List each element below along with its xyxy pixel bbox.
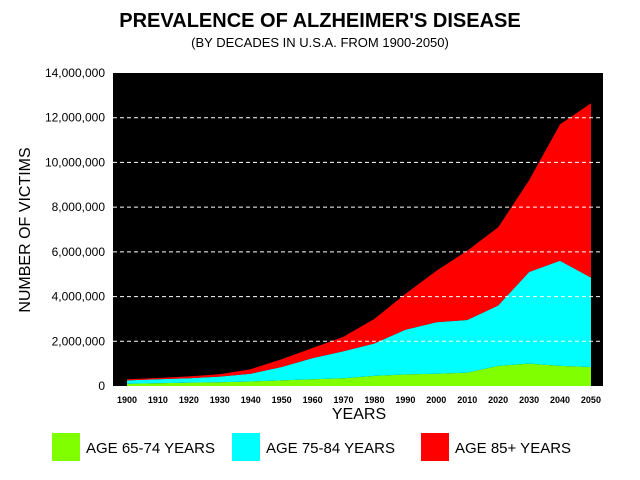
legend-label: AGE 85+ YEARS	[455, 440, 571, 457]
y-tick-label: 12,000,000	[45, 111, 105, 125]
x-tick-label: 1970	[333, 395, 353, 405]
area-series-1	[127, 363, 591, 386]
y-axis-ticks: 0 2,000,000 4,000,000 6,000,000 8,000,000 10,…	[45, 66, 105, 393]
x-tick-label: 2030	[519, 395, 539, 405]
y-tick-label: 14,000,000	[45, 66, 105, 80]
x-tick-label: 1940	[241, 395, 261, 405]
grid-lines	[113, 117, 603, 342]
area-series-2	[127, 260, 591, 384]
legend-label: AGE 75-84 YEARS	[266, 440, 395, 457]
x-tick-label: 1930	[210, 395, 230, 405]
y-tick-label: 4,000,000	[52, 290, 106, 304]
legend-label: AGE 65-74 YEARS	[86, 440, 215, 457]
y-tick-label: 8,000,000	[52, 200, 106, 214]
legend-swatch	[232, 433, 260, 461]
chart-title: PREVALENCE OF ALZHEIMER'S DISEASE	[119, 10, 520, 32]
x-tick-label: 2040	[550, 395, 570, 405]
x-tick-label: 1900	[117, 395, 137, 405]
area-series-3	[127, 103, 591, 381]
y-tick-label: 10,000,000	[45, 155, 105, 169]
x-tick-label: 2020	[488, 395, 508, 405]
legend-swatch	[421, 433, 449, 461]
y-axis-label: NUMBER OF VICTIMS	[17, 147, 34, 312]
chart-subtitle: (BY DECADES IN U.S.A. FROM 1900-2050)	[191, 35, 449, 50]
x-axis-ticks: 1900 1910 1920 1930 1940 1950 1960 1970 1980 1990…	[117, 395, 601, 405]
y-tick-label: 2,000,000	[52, 334, 106, 348]
x-tick-label: 1990	[395, 395, 415, 405]
y-tick-label: 0	[98, 379, 105, 393]
x-tick-label: 2000	[426, 395, 446, 405]
legend: AGE 65-74 YEARS AGE 75-84 YEARS AGE 85+ YE…	[52, 433, 571, 461]
area-series	[127, 103, 591, 386]
x-tick-label: 1920	[179, 395, 199, 405]
y-tick-label: 6,000,000	[52, 245, 106, 259]
x-tick-label: 1960	[303, 395, 323, 405]
x-tick-label: 2010	[457, 395, 477, 405]
legend-swatch	[52, 433, 80, 461]
x-axis-label: YEARS	[332, 406, 386, 423]
x-tick-label: 1910	[148, 395, 168, 405]
x-tick-label: 1980	[364, 395, 384, 405]
x-tick-label: 1950	[272, 395, 292, 405]
x-tick-label: 2050	[581, 395, 601, 405]
